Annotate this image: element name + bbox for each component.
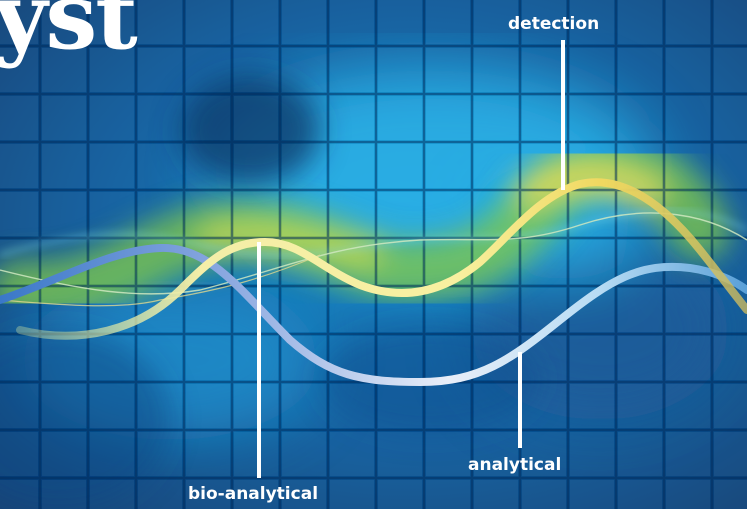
masthead-title-fragment: yst [0,0,138,70]
label-bio-analytical: bio-analytical [188,484,319,504]
label-detection: detection [508,14,600,34]
label-analytical: analytical [468,455,562,475]
